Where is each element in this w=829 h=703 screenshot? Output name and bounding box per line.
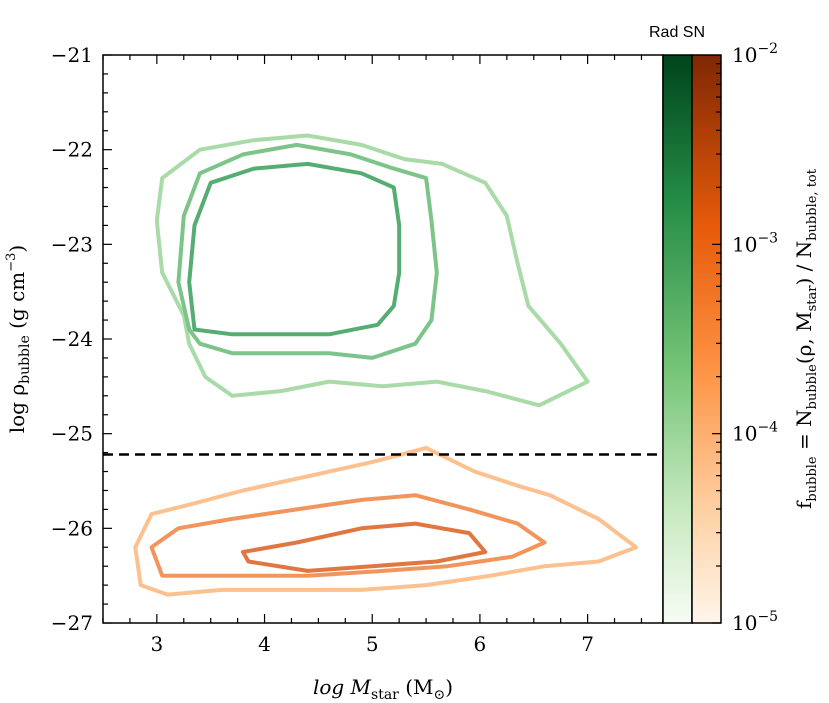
y-axis-ticks: −21 −22 −23 −24 −25 −26 −27 — [51, 43, 112, 635]
x-tick-label: 4 — [258, 632, 271, 656]
y-tick-label: −24 — [51, 327, 93, 351]
colorbar-orange — [691, 54, 722, 624]
colorbar-title: Rad SN — [649, 24, 705, 41]
x-tick-label: 3 — [150, 632, 163, 656]
contour-greens-level-1 — [154, 133, 590, 408]
contour-oranges-level-2 — [149, 493, 547, 578]
y-tick-label: −21 — [51, 43, 93, 67]
colorbar-ticks: 10−2 10−3 10−4 10−5 — [712, 41, 778, 635]
x-tick-label: 5 — [366, 632, 379, 656]
y-tick-label: −23 — [51, 232, 93, 256]
x-axis-label: log Mstar (M⊙) — [313, 675, 453, 703]
y-tick-label: −22 — [51, 138, 93, 162]
colorbar-tick-label: 10−2 — [732, 41, 778, 67]
x-tick-label: 6 — [474, 632, 487, 656]
contour-oranges-level-3 — [241, 521, 488, 573]
y-tick-label: −26 — [51, 516, 93, 540]
x-tick-label: 7 — [581, 632, 594, 656]
y-axis-label: log ρbubble (g cm−3) — [4, 245, 33, 434]
x-axis-ticks: 3 4 5 6 7 — [102, 55, 643, 656]
y-tick-label: −25 — [51, 422, 93, 446]
colorbar-label: fbubble = Nbubble(ρ, Mstar) / Nbubble, t… — [792, 168, 820, 509]
colorbar-green — [662, 54, 693, 624]
contour-oranges-level-1 — [133, 445, 639, 597]
contour-greens-level-3 — [187, 161, 402, 337]
colorbar-tick-label: 10−4 — [732, 420, 778, 446]
colorbar-tick-label: 10−5 — [732, 609, 778, 635]
contour-greens-level-2 — [176, 142, 439, 360]
colorbar-tick-label: 10−3 — [732, 230, 778, 256]
y-tick-label: −27 — [51, 611, 93, 635]
contour-layer — [133, 133, 639, 597]
